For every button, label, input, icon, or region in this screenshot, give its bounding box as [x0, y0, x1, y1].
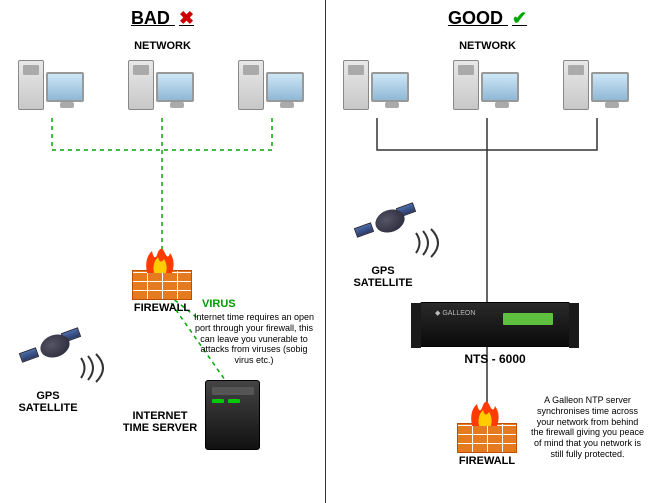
network-label-right: NETWORK [325, 40, 650, 52]
good-title: GOOD [448, 8, 503, 28]
signal-waves-icon [405, 225, 455, 265]
satellite-label-right: GPS SATELLITE [343, 265, 423, 289]
bad-panel: BAD ✖ NETWORK FIREWALL VIRUS Internet ti… [0, 0, 325, 503]
check-icon: ✔ [512, 8, 527, 28]
firewall-label-right: FIREWALL [443, 455, 531, 467]
server-icon [205, 380, 260, 450]
pc-icon [343, 60, 413, 120]
firewall-icon [457, 408, 517, 453]
server-label: INTERNET TIME SERVER [120, 410, 200, 434]
pc-icon [128, 60, 198, 120]
signal-waves-icon [70, 350, 120, 390]
firewall-icon [132, 255, 192, 300]
network-label-left: NETWORK [0, 40, 325, 52]
good-panel: GOOD ✔ NETWORK GPS SATELLITE ◆ GALLEON N… [325, 0, 650, 503]
pc-icon [238, 60, 308, 120]
rack-device-icon: ◆ GALLEON [420, 302, 570, 347]
virus-text: Internet time requires an open port thro… [190, 312, 318, 366]
pc-icon [563, 60, 633, 120]
info-text: A Galleon NTP server synchronises time a… [530, 395, 645, 460]
good-header: GOOD ✔ [325, 8, 650, 29]
pc-icon [453, 60, 523, 120]
bad-header: BAD ✖ [0, 8, 325, 29]
device-label: NTS - 6000 [420, 352, 570, 366]
pc-icon [18, 60, 88, 120]
x-icon: ✖ [179, 8, 194, 28]
bad-title: BAD [131, 8, 170, 28]
satellite-label-left: GPS SATELLITE [8, 390, 88, 414]
virus-label: VIRUS [202, 298, 236, 310]
